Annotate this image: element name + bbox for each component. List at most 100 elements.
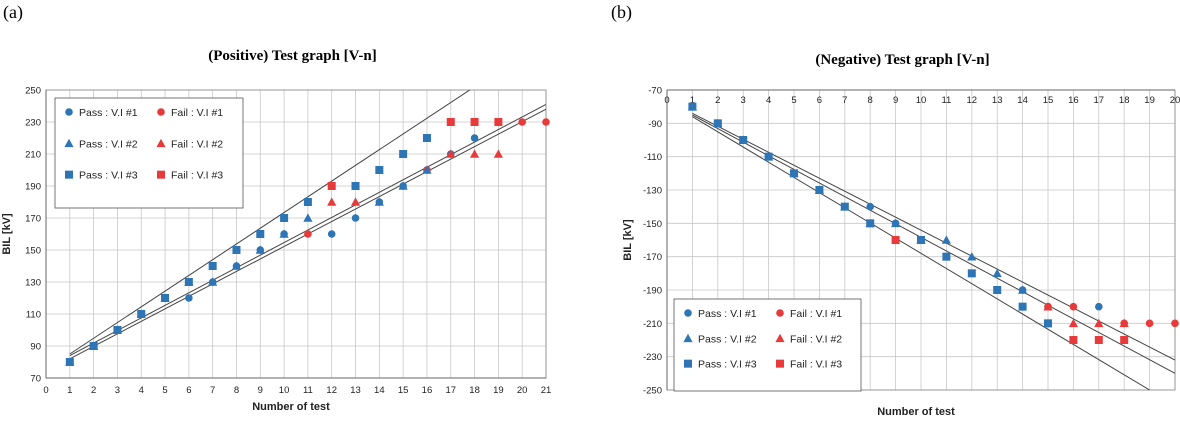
legend-marker	[683, 333, 693, 343]
x-tick-label: 11	[941, 95, 951, 106]
data-point	[866, 202, 874, 211]
data-point	[422, 134, 431, 142]
series-square-pass	[65, 134, 431, 366]
data-point	[327, 182, 336, 190]
data-point	[764, 152, 773, 161]
legend-entry: Fail : V.I #1	[171, 107, 223, 119]
y-axis-label: BIL [kV]	[622, 219, 634, 261]
data-point	[917, 236, 925, 244]
chart-title-negative: (Negative) Test graph [V-n]	[815, 52, 990, 68]
legend-entry: Fail : V.I #2	[790, 333, 842, 345]
x-tick-label: 17	[1094, 95, 1105, 106]
data-point	[327, 230, 336, 238]
x-tick-label: 4	[139, 385, 144, 396]
data-point	[89, 342, 98, 350]
y-tick-label: 190	[25, 182, 41, 193]
series-square-fail	[891, 236, 1129, 344]
data-point	[208, 277, 218, 286]
data-point	[1094, 336, 1103, 344]
x-tick-label: 21	[541, 385, 552, 396]
data-point	[470, 118, 479, 126]
y-tick-label: 150	[25, 246, 41, 257]
legend-entry: Fail : V.I #3	[171, 170, 223, 182]
legend-entry: Pass : V.I #1	[79, 107, 138, 119]
panel-label-a: (a)	[3, 2, 23, 22]
data-point	[790, 169, 798, 178]
x-tick-label: 18	[469, 385, 480, 396]
legend-box	[54, 97, 244, 209]
legend-marker	[776, 309, 784, 317]
data-point	[208, 262, 217, 270]
x-axis-label: Number of test	[877, 406, 955, 418]
legend-marker	[65, 170, 73, 179]
x-tick-label: 19	[1144, 95, 1155, 106]
x-tick-label: 1	[67, 385, 72, 396]
data-point	[184, 278, 193, 286]
legend-marker	[65, 108, 73, 116]
x-tick-label: 2	[715, 95, 720, 106]
data-point	[375, 166, 384, 174]
data-point	[446, 118, 455, 126]
data-point	[303, 213, 313, 222]
trendline	[692, 114, 1175, 374]
x-tick-label: 6	[817, 95, 822, 106]
data-point	[422, 165, 432, 174]
data-point	[840, 202, 849, 211]
chart-positive: 0 1 2 3 4 5 6 7 8 9 10 11 12 13 14 15 16 17 18 19 20 21709011…	[1, 86, 552, 414]
series-square-pass	[688, 102, 1052, 328]
series-triangle-fail	[327, 149, 503, 206]
y-tick-label: -90	[648, 119, 662, 130]
legend-marker	[157, 108, 165, 116]
data-point	[1094, 318, 1104, 328]
data-point	[1120, 336, 1129, 344]
x-tick-label: 17	[445, 385, 456, 396]
data-point	[470, 134, 479, 142]
x-tick-label: 8	[234, 385, 239, 396]
data-point	[967, 269, 976, 278]
y-tick-label: -230	[643, 352, 662, 363]
x-tick-label: 7	[210, 385, 215, 396]
x-tick-label: 11	[303, 385, 313, 396]
x-tick-label: 7	[842, 95, 847, 106]
legend-marker	[684, 359, 692, 368]
legend-entry: Pass : V.I #2	[698, 333, 757, 345]
legend-entry: Pass : V.I #3	[79, 170, 138, 182]
x-tick-label: 20	[517, 385, 528, 396]
data-point	[891, 236, 900, 244]
y-tick-label: 130	[25, 278, 41, 289]
data-point	[1145, 319, 1154, 328]
legend-box	[673, 298, 862, 392]
y-tick-label: 210	[25, 150, 41, 161]
x-tick-label: 15	[1043, 95, 1054, 106]
x-tick-label: 20	[1170, 95, 1180, 106]
data-point	[891, 218, 901, 228]
x-tick-label: 6	[186, 385, 191, 396]
x-tick-label: 5	[162, 385, 167, 396]
panel-label-b: (b)	[611, 2, 632, 22]
x-tick-label: 0	[43, 385, 48, 396]
data-point	[256, 230, 265, 238]
data-point	[993, 286, 1002, 294]
y-tick-label: -110	[644, 152, 662, 163]
y-axis-label: BIL [kV]	[1, 213, 13, 255]
y-tick-label: -70	[648, 86, 662, 97]
y-tick-label: 250	[25, 86, 41, 97]
data-point	[494, 118, 503, 126]
x-tick-label: 14	[374, 385, 385, 396]
data-point	[374, 197, 384, 206]
x-tick-label: 13	[992, 95, 1003, 106]
y-tick-label: -130	[643, 186, 662, 197]
data-point	[304, 230, 312, 238]
x-tick-label: 12	[326, 385, 337, 396]
trendline	[69, 103, 546, 357]
data-point	[942, 252, 951, 261]
data-point	[399, 150, 408, 158]
legend-marker	[776, 359, 784, 368]
y-tick-label: 70	[30, 374, 41, 385]
x-tick-label: 12	[967, 95, 978, 106]
y-tick-label: -210	[643, 319, 662, 330]
y-tick-label: -170	[643, 252, 662, 263]
data-point	[1069, 302, 1078, 311]
data-point	[303, 198, 312, 206]
data-point	[815, 186, 824, 194]
